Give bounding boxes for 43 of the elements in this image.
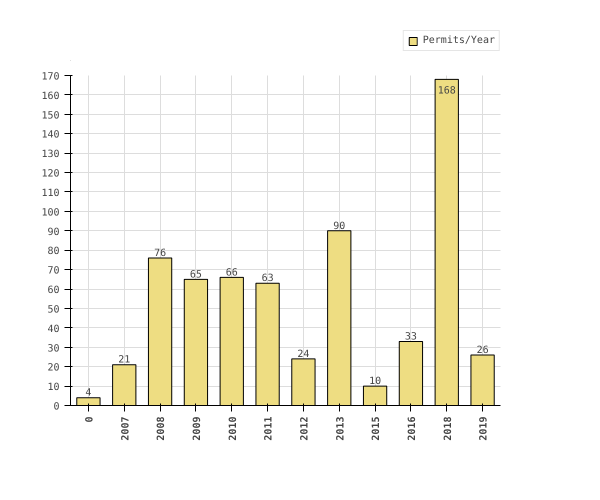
data-label: 4 [85,388,92,399]
y-tick-label: 70 [47,266,60,277]
x-tick-label: 2018 [442,416,454,441]
y-tick-label: 60 [47,285,60,296]
data-label: 90 [333,220,346,232]
x-tick-label: 2016 [406,416,418,441]
legend-label: Permits/Year [422,35,495,46]
x-tick-label: 2013 [335,416,346,441]
data-label: 63 [262,273,274,284]
data-label: 24 [297,348,310,360]
x-tick-label: 2010 [228,416,239,441]
x-tick-label: 2009 [192,416,203,441]
y-tick-label: 160 [41,90,60,102]
y-tick-label: 110 [41,188,60,199]
x-tick-label: 2015 [371,416,382,441]
y-tick-label: 140 [41,130,60,141]
x-tick-label: 2008 [156,416,168,441]
x-tick-label: 0 [84,416,96,423]
x-tick-label: 2011 [264,416,275,441]
data-label: 168 [438,85,456,96]
y-tick-label: 80 [47,246,60,258]
x-tick-label: 2007 [120,416,132,441]
y-tick-label: 10 [47,382,60,394]
y-tick-label: 90 [47,226,60,238]
data-label: 76 [154,248,166,259]
x-tick-label: 2012 [299,416,310,441]
y-tick-label: 20 [47,362,60,374]
y-tick-label: 150 [41,110,60,122]
x-tick-label: 2019 [478,416,490,441]
data-label: 26 [476,345,489,356]
y-tick-label: 120 [41,168,60,180]
y-tick-label: 170 [41,72,60,82]
y-tick-label: 130 [41,149,60,160]
data-label: 10 [369,376,382,388]
y-tick-label: 50 [47,304,60,316]
data-label: 65 [190,269,202,280]
y-tick-label: 0 [53,402,60,412]
data-label: 33 [404,331,417,342]
y-tick-label: 40 [47,324,60,335]
y-tick-label: 30 [47,343,60,354]
y-tick-label: 100 [41,207,60,218]
data-label: 21 [118,354,130,366]
data-label: 66 [226,267,238,278]
